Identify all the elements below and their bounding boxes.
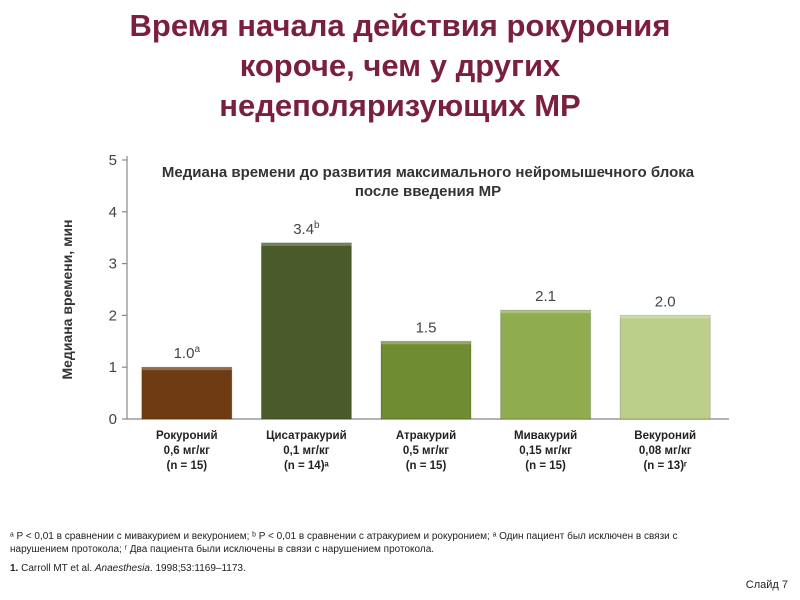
category-name-label: Мивакурий — [514, 430, 577, 442]
category-n-label: (n = 13)ʳ — [643, 460, 687, 472]
slide-title-line-3: недеполяризующих МР — [219, 88, 581, 123]
category-dose-label: 0,5 мг/кг — [403, 445, 449, 457]
category-name-label: Цисатракурий — [266, 430, 347, 442]
category-dose-label: 0,15 мг/кг — [519, 445, 572, 457]
y-tick-label: 5 — [109, 152, 117, 169]
reference-authors: Carroll MT et al. — [18, 563, 95, 574]
slide-title-line-2: короче, чем у других — [239, 48, 561, 83]
bar — [619, 314, 711, 420]
category-name-label: Рокуроний — [156, 430, 218, 442]
chart-title-line: после введения МР — [355, 183, 501, 200]
bar — [380, 340, 472, 420]
bar-highlight — [261, 242, 352, 246]
category-name-label: Атракурий — [396, 430, 456, 442]
chart-title: Медиана времени до развития максимальног… — [162, 164, 695, 200]
chart-title-line: Медиана времени до развития максимальног… — [162, 164, 695, 181]
bar-highlight — [500, 310, 591, 314]
y-tick-label: 0 — [109, 411, 117, 428]
bar — [500, 309, 592, 420]
reference-number: 1. — [10, 563, 19, 574]
category-n-label: (n = 15) — [406, 460, 447, 472]
slide-title-line-1: Время начала действия рокурония — [129, 8, 671, 43]
bar-value-label: 2.0 — [655, 293, 676, 310]
bar-value-label: 1.5 — [416, 319, 437, 336]
y-tick-label: 2 — [109, 307, 117, 324]
category-dose-label: 0,6 мг/кг — [164, 445, 210, 457]
bar-value-label: 1.0a — [174, 344, 201, 362]
bar-value-superscript: a — [194, 344, 200, 355]
reference-journal: Anaesthesia — [94, 563, 150, 574]
category-dose-label: 0,08 мг/кг — [639, 445, 692, 457]
y-axis-title: Медиана времени, мин — [59, 219, 75, 379]
reference-details: . 1998;53:1169–1173. — [149, 563, 246, 574]
bar-chart: Медиана времени, мин 0 1 2 3 4 5 Медиана времен… — [59, 152, 729, 472]
bar-value-label: 2.1 — [535, 288, 556, 305]
y-tick-label: 4 — [109, 204, 117, 221]
slide-title: Время начала действия рокурония короче, … — [0, 6, 800, 126]
bar-value-superscript: b — [314, 220, 320, 231]
bar — [141, 366, 233, 420]
bar-highlight — [141, 367, 232, 371]
category-dose-label: 0,1 мг/кг — [283, 445, 329, 457]
y-tick-label: 1 — [109, 359, 117, 376]
reference: 1. Carroll MT et al. Anaesthesia. 1998;5… — [10, 562, 246, 575]
bar-highlight — [620, 315, 711, 319]
bar-value-label: 3.4b — [293, 220, 320, 238]
category-n-label: (n = 15) — [525, 460, 566, 472]
category-n-label: (n = 14)ᵃ — [284, 460, 330, 472]
footnote-line-2: нарушением протокола; ʳ Два пациента был… — [10, 544, 435, 555]
category-n-label: (n = 15) — [167, 460, 208, 472]
bar-highlight — [381, 341, 471, 345]
slide-number: Слайд 7 — [745, 579, 788, 591]
category-name-label: Векуроний — [634, 430, 696, 442]
y-tick-label: 3 — [109, 256, 117, 273]
bar — [260, 242, 352, 420]
footnote-line-1: ᵃ P < 0,01 в сравнении с мивакурием и ве… — [10, 531, 678, 542]
